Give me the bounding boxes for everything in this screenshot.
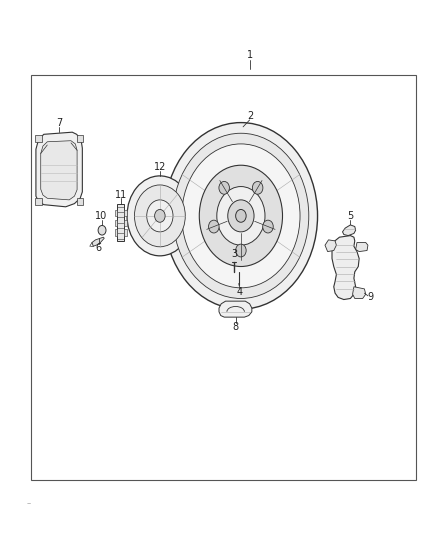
Text: 3: 3 [231,249,237,259]
Circle shape [155,209,165,222]
Polygon shape [356,243,368,252]
Bar [35,198,42,205]
Text: 4: 4 [237,287,243,297]
Text: 12: 12 [154,162,166,172]
Circle shape [98,225,106,235]
Circle shape [236,209,246,222]
Bar [115,220,117,226]
Circle shape [134,185,185,247]
Bar [31,75,416,480]
Bar [35,135,42,142]
Polygon shape [353,287,366,298]
Polygon shape [219,301,252,317]
Text: 5: 5 [347,211,353,221]
Circle shape [164,123,318,309]
Bar [124,220,127,226]
Circle shape [263,220,273,233]
Circle shape [217,187,265,245]
Circle shape [228,200,254,232]
Text: 6: 6 [95,244,102,253]
Polygon shape [343,225,356,236]
Bar [77,135,83,142]
Circle shape [236,244,246,257]
Bar [77,198,83,205]
Circle shape [199,165,283,266]
Text: 10: 10 [95,211,107,221]
Circle shape [252,181,263,194]
Text: 11: 11 [115,190,127,199]
Circle shape [182,144,300,288]
Polygon shape [325,240,336,252]
Text: –: – [26,499,31,508]
Bar [124,229,127,236]
Circle shape [219,181,230,194]
Bar [115,229,117,236]
Bar [117,204,124,241]
Circle shape [147,200,173,232]
Text: 7: 7 [56,118,62,128]
Text: 9: 9 [367,293,373,302]
Circle shape [173,133,309,298]
Polygon shape [36,132,82,207]
Text: 2: 2 [247,111,254,121]
Bar [115,210,117,216]
Polygon shape [92,237,104,246]
Circle shape [127,176,193,256]
Polygon shape [41,141,77,200]
Circle shape [208,220,219,233]
Text: 8: 8 [233,322,239,332]
Polygon shape [332,236,359,300]
Text: 1: 1 [247,51,253,60]
Bar [124,210,127,216]
